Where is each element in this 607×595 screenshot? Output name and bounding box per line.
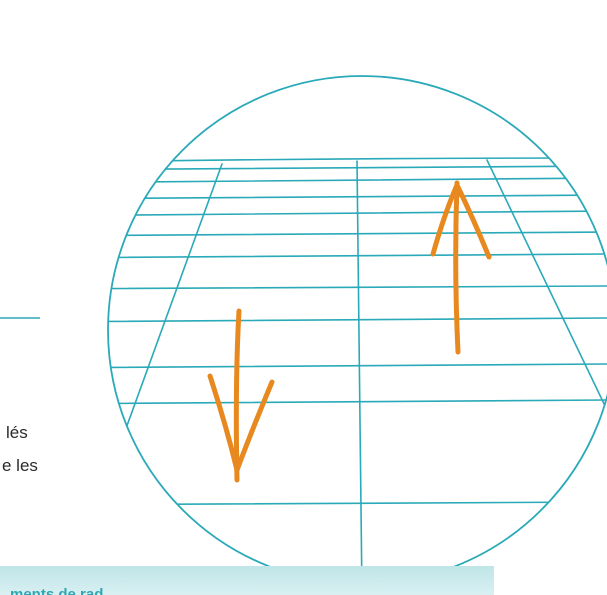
grid-horizontal-line (108, 363, 607, 369)
grid-horizontal-line (108, 399, 607, 405)
grid-horizontal-line (108, 501, 607, 506)
grid-vertical-line (0, 166, 92, 272)
grid-horizontal-line (108, 231, 607, 237)
perspective-grid (0, 157, 607, 584)
arrow-down-icon (207, 308, 275, 483)
grid-horizontal-line (108, 253, 607, 259)
grid-horizontal-line (108, 285, 607, 290)
grid-horizontal-line (108, 317, 607, 323)
grid-vertical-line (356, 160, 363, 584)
grid-horizontal-line (108, 177, 607, 184)
grid-vertical-line (486, 159, 607, 411)
grid-horizontal-line (108, 210, 607, 217)
arrow-up-icon (430, 180, 492, 355)
clipped-text-fragment: e les (2, 456, 38, 475)
grid-horizontal-line (108, 165, 607, 171)
magnifier-lens (107, 75, 607, 585)
section-header-title: ments de rad... (10, 586, 116, 595)
grid-horizontal-line (108, 157, 607, 164)
clipped-text-fragment: lés (6, 423, 28, 442)
section-header-band: ments de rad... (0, 566, 494, 595)
grid-horizontal-line (108, 194, 607, 200)
